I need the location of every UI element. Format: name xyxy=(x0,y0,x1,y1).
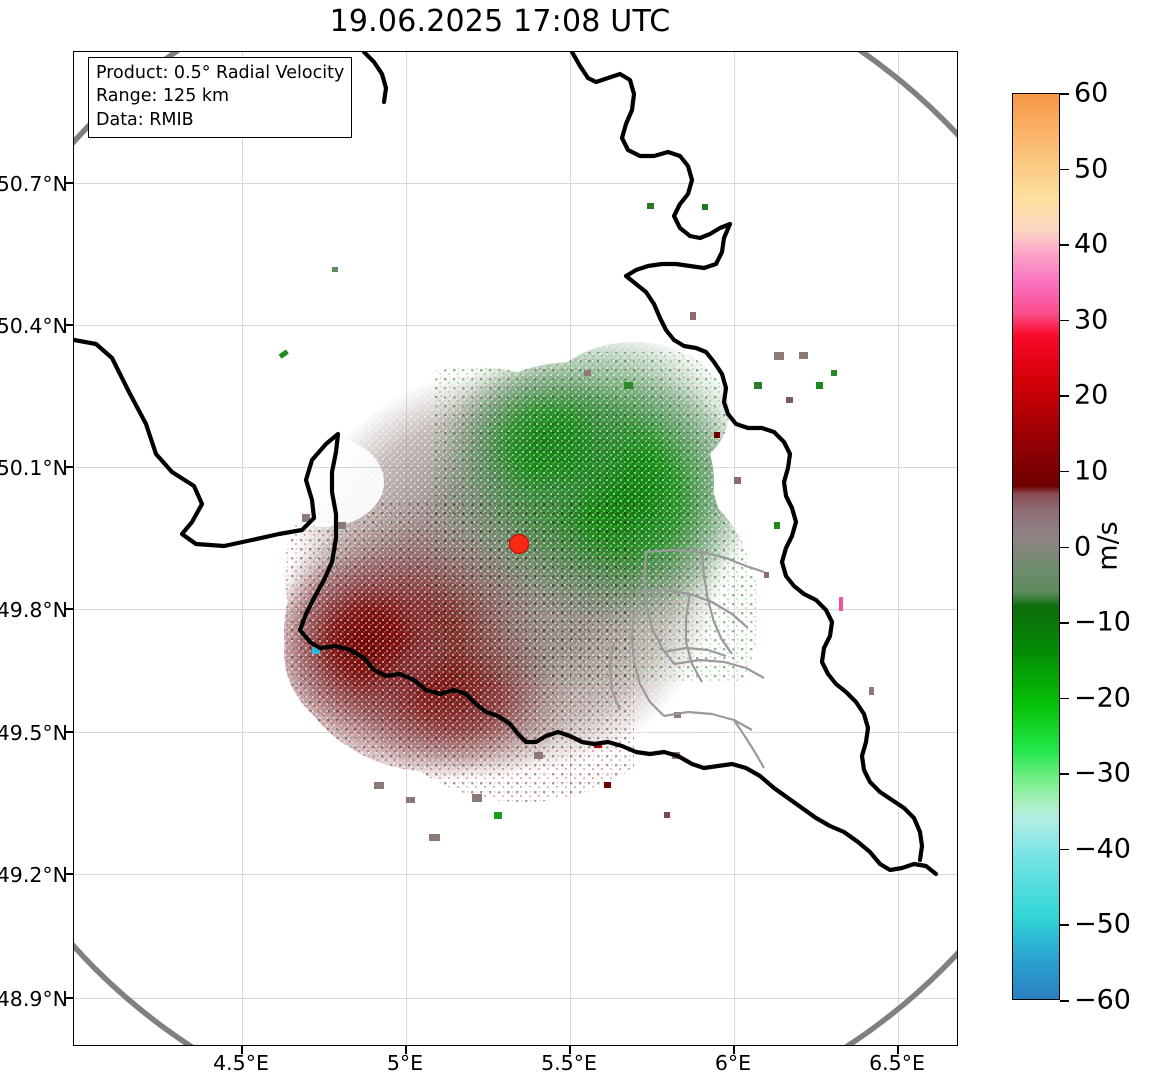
colorbar-label-5: 10 xyxy=(1074,455,1109,487)
colorbar-label-0: 60 xyxy=(1074,77,1109,109)
colorbar-label-4: 20 xyxy=(1074,379,1109,411)
y-axis-label-1: 50.4°N xyxy=(0,314,68,338)
y-axis-label-5: 49.2°N xyxy=(0,863,68,887)
y-tick-6 xyxy=(65,997,73,999)
admin-borders xyxy=(608,548,765,769)
y-axis-label-3: 49.8°N xyxy=(0,598,68,622)
y-tick-0 xyxy=(65,182,73,184)
colorbar-tick-30 xyxy=(1060,319,1069,322)
info-product: Product: 0.5° Radial Velocity xyxy=(96,63,345,83)
x-tick-3 xyxy=(733,1046,735,1054)
colorbar-label-6: 0 xyxy=(1074,531,1092,562)
colorbar-label-11: −50 xyxy=(1074,908,1131,940)
x-axis-label-4: 6.5°E xyxy=(869,1051,925,1075)
colorbar-label-12: −60 xyxy=(1074,984,1131,1016)
colorbar-tick-40 xyxy=(1060,244,1069,246)
x-axis-label-0: 4.5°E xyxy=(213,1051,269,1075)
colorbar-tick-m50 xyxy=(1060,924,1069,926)
info-box: Product: 0.5° Radial Velocity Range: 125… xyxy=(88,57,353,138)
colorbar-label-1: 50 xyxy=(1074,153,1109,185)
y-axis-label-2: 50.1°N xyxy=(0,456,68,480)
colorbar-tick-m40 xyxy=(1060,848,1069,851)
y-tick-4 xyxy=(65,731,73,733)
x-tick-0 xyxy=(241,1046,243,1054)
info-data: Data: RMIB xyxy=(96,109,194,130)
info-range: Range: 125 km xyxy=(96,86,230,107)
national-borders xyxy=(74,52,939,877)
colorbar-tick-m30 xyxy=(1060,773,1069,775)
colorbar-tick-20 xyxy=(1060,395,1069,397)
colorbar[interactable]: 60 50 40 30 20 10 0 −10 −20 −30 −40 −50 … xyxy=(1012,78,1131,1016)
colorbar-tick-10 xyxy=(1060,470,1069,473)
y-tick-2 xyxy=(65,466,73,468)
colorbar-label-7: −10 xyxy=(1074,606,1131,638)
x-tick-4 xyxy=(897,1046,899,1054)
radar-site-marker xyxy=(508,533,530,555)
page-title: 19.06.2025 17:08 UTC xyxy=(329,4,671,39)
colorbar-tick-m20 xyxy=(1060,697,1069,700)
scattered-echo-bins xyxy=(278,203,874,841)
x-axis-label-2: 5.5°E xyxy=(541,1051,597,1075)
colorbar-gradient xyxy=(1012,93,1060,1000)
x-tick-2 xyxy=(569,1046,571,1054)
radar-plot-panel[interactable] xyxy=(73,51,958,1046)
y-tick-1 xyxy=(65,324,73,326)
colorbar-label-9: −30 xyxy=(1074,757,1131,789)
radar-echo-layer xyxy=(74,52,957,1045)
colorbar-tick-60 xyxy=(1060,93,1069,95)
colorbar-label-10: −40 xyxy=(1074,833,1131,865)
colorbar-tick-m60 xyxy=(1060,1000,1069,1002)
colorbar-label-8: −20 xyxy=(1074,682,1131,714)
y-axis-label-0: 50.7°N xyxy=(0,172,68,196)
x-axis-label-1: 5°E xyxy=(386,1051,424,1075)
colorbar-title: m/s xyxy=(1092,521,1124,571)
y-tick-5 xyxy=(65,873,73,875)
y-axis-label-6: 48.9°N xyxy=(0,987,68,1011)
colorbar-tick-50 xyxy=(1060,168,1069,171)
x-tick-1 xyxy=(405,1046,407,1054)
y-axis-label-4: 49.5°N xyxy=(0,721,68,745)
colorbar-label-3: 30 xyxy=(1074,304,1109,336)
colorbar-tick-0 xyxy=(1060,546,1069,549)
y-tick-3 xyxy=(65,608,73,610)
plot-clip xyxy=(74,52,957,1045)
colorbar-tick-m10 xyxy=(1060,622,1069,624)
x-axis-label-3: 6°E xyxy=(714,1051,752,1075)
colorbar-label-2: 40 xyxy=(1074,228,1109,260)
